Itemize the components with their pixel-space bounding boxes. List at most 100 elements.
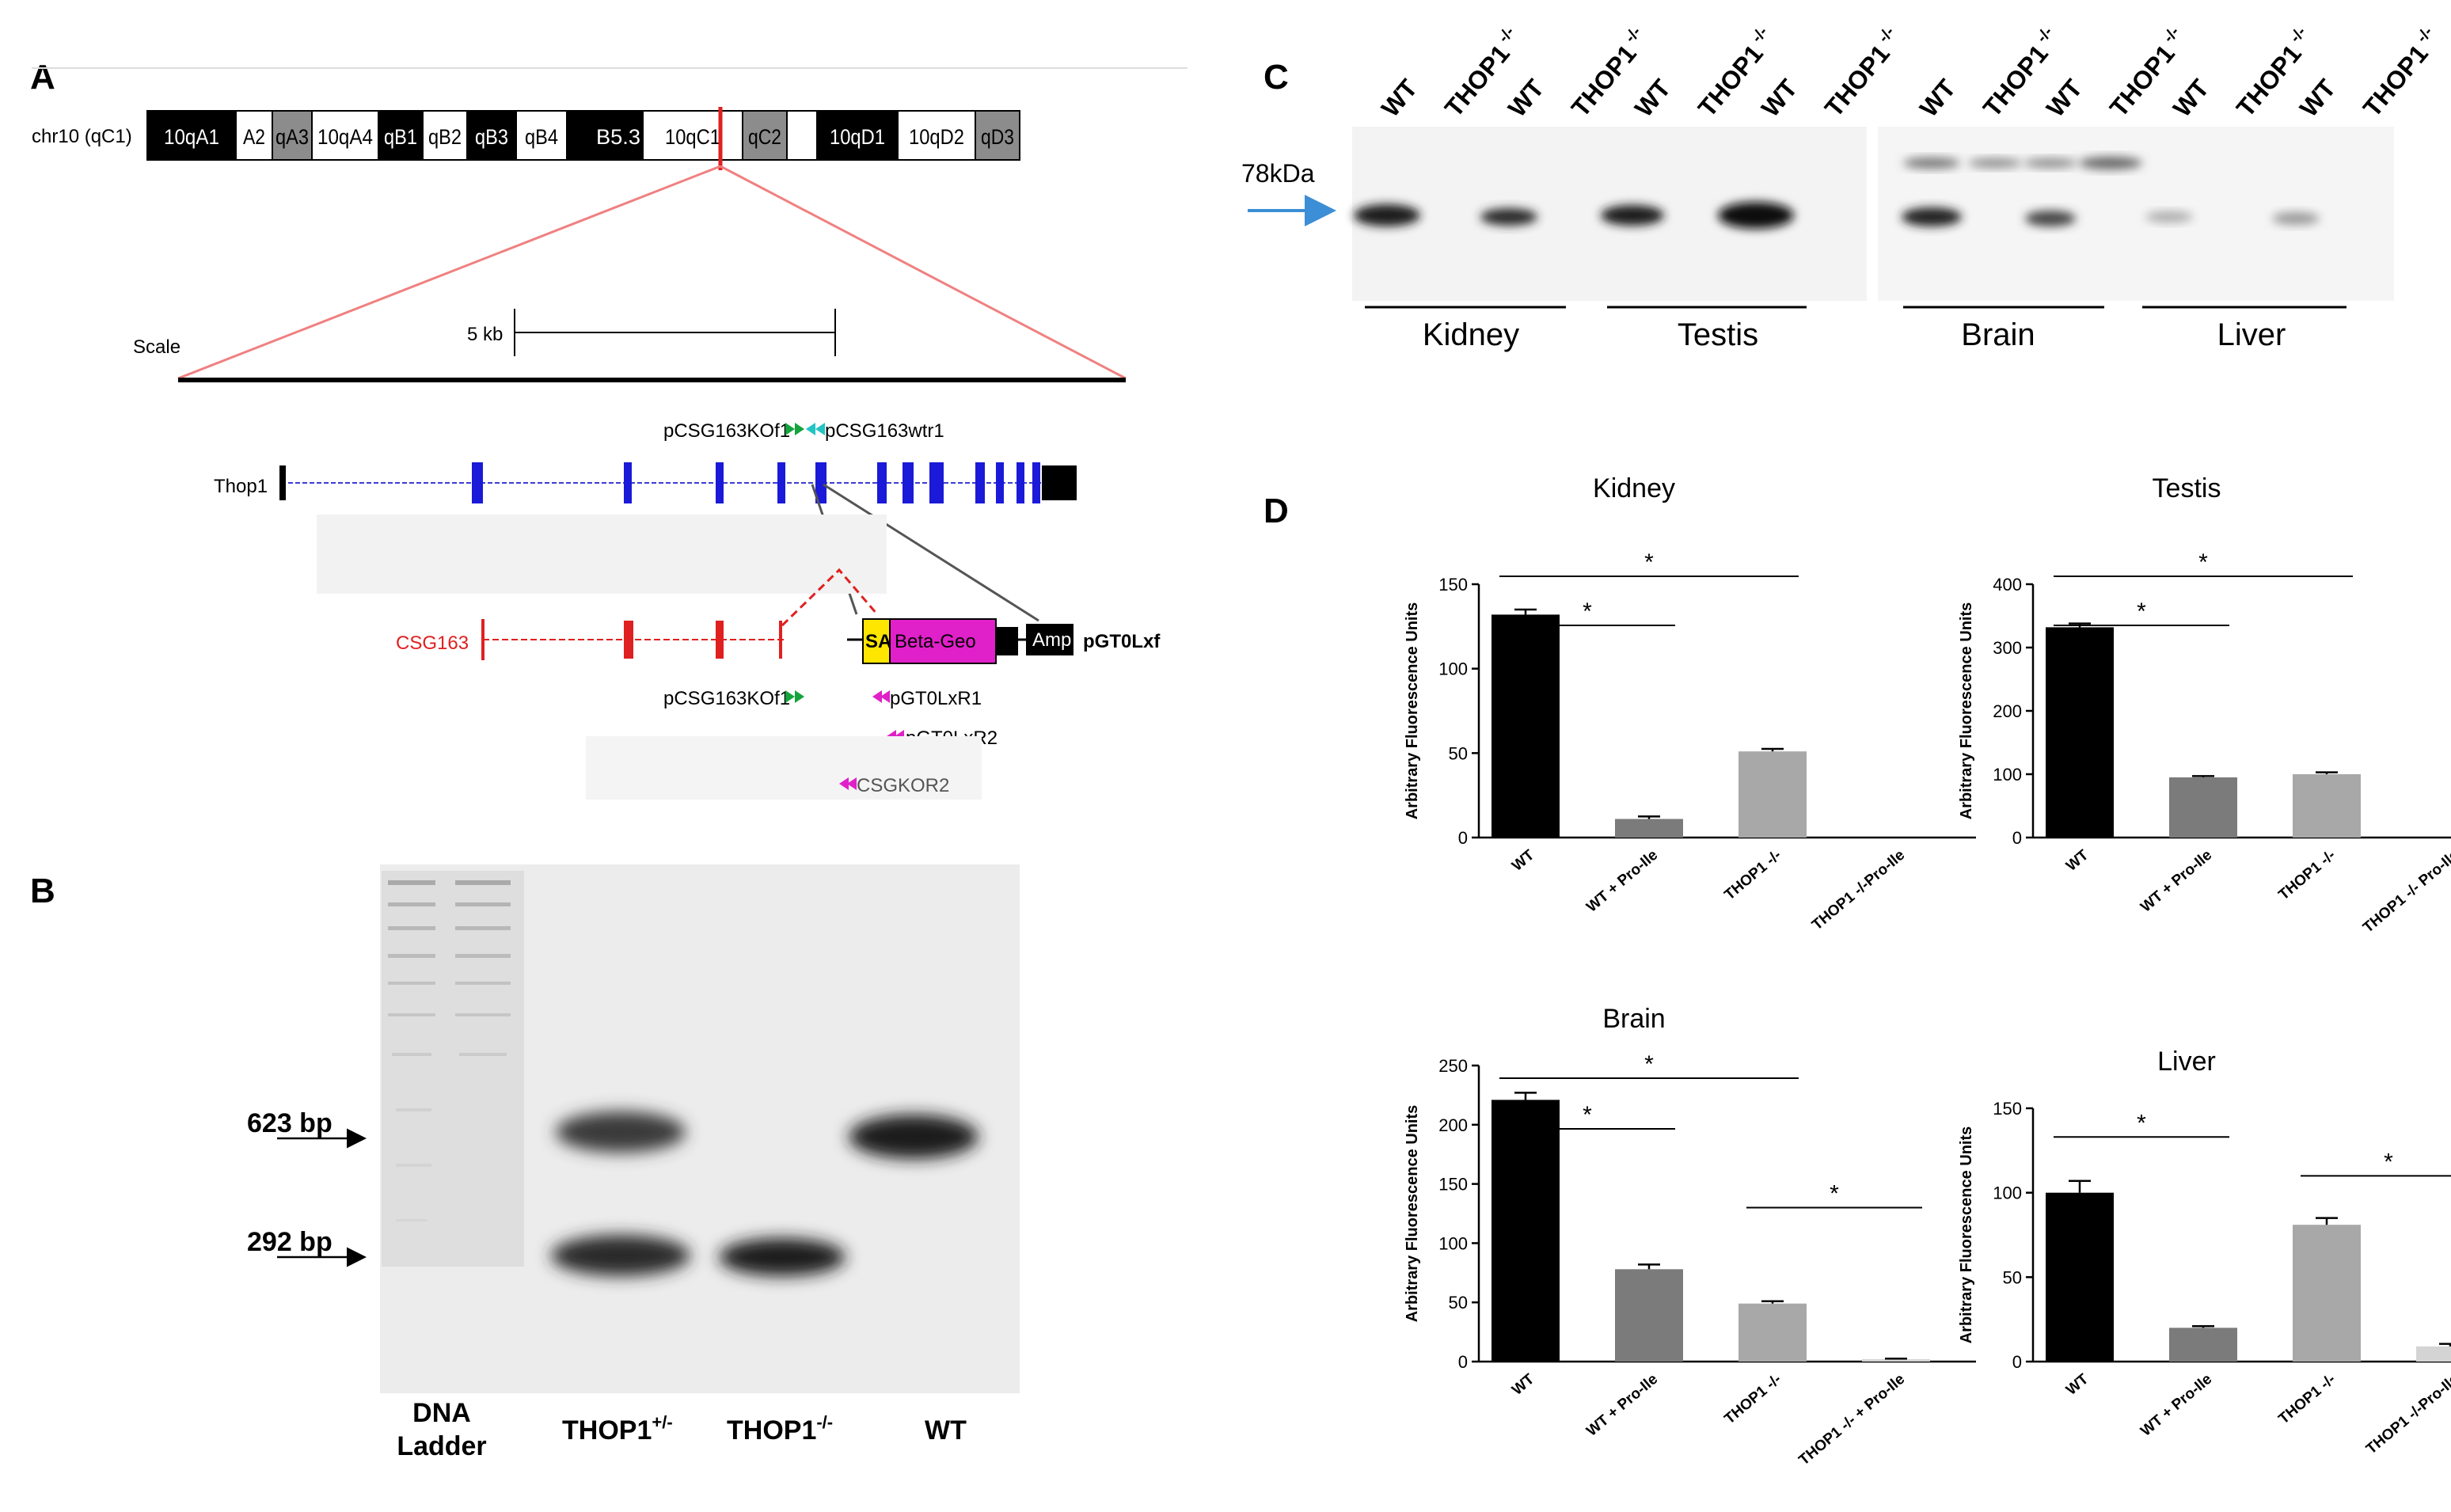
tissue-label-testis: Testis [1678,317,1758,352]
chart-title: Kidney [1593,473,1675,503]
category-label: THOP1 -/-Pro-Ile [2363,1371,2451,1458]
category-label: WT + Pro-Ile [1583,847,1661,916]
category-label: THOP1 -/- + Pro-Ile [1796,1371,1909,1469]
y-tick-label: 100 [1438,1233,1468,1253]
gene-wt-label: Thop1 [214,476,268,497]
chromosome-band-label: 10qD1 [830,125,885,149]
panel-d: D Kidney 0 50 100 150 Arbitrary Fluorescence … [1264,473,2451,1468]
chromosome-band-label: B5.3 [596,125,640,149]
bar [2293,1225,2361,1362]
significance-star: * [1644,1051,1654,1077]
scale-label: Scale [133,336,180,358]
primer-arrow-kor2 [839,777,857,790]
category-label: THOP1 -/-Pro-Ile [1809,847,1908,934]
cassette-sa-label: SA [865,631,891,652]
chromosome-band [897,110,976,161]
bar [2169,777,2237,838]
panel-b: B 623 bp 292 bp [30,864,1020,1461]
y-tick-label: 0 [2012,828,2022,848]
chart-title: Testis [2153,473,2221,503]
lane-label-base: WT [1629,74,1677,123]
lane-label-wt: WT [2041,74,2088,123]
band-het-623 [556,1111,686,1153]
zoom-line-right [720,165,1127,380]
insertion-line-right [823,483,1039,622]
category-label: THOP1 -/- [1721,1371,1784,1428]
y-tick-label: 100 [1993,1183,2022,1203]
panel-b-letter: B [30,872,55,910]
y-axis-label: Arbitrary Fluorescence Units [1958,1126,1975,1344]
lane-label-base: THOP1 [1819,40,1895,123]
y-tick-label: 250 [1438,1056,1468,1076]
band-wt-623 [849,1115,978,1159]
chromosome-band-label: qB2 [428,125,462,149]
tissue-label-brain: Brain [1961,317,2035,352]
primer-arrow-r1 [872,690,890,703]
cassette-sa [862,618,891,664]
lane-label-wt: WT [1629,74,1677,123]
chromosome-band-label: qB3 [475,125,508,149]
chromosome-ideogram: 10qA1 A2 qA3 10qA4 qB1 qB2 qB3 qB4 B5.3 10qC1 qC2 1… [146,110,1020,161]
lane-label-base: WT [2294,74,2342,123]
bar [2046,627,2114,838]
cassette-amp-label: Amp [1032,629,1071,651]
significance-star: * [2384,1149,2393,1175]
band-ko-292 [719,1238,846,1276]
panel-a: A chr10 (qC1) 10qA1 A2 qA3 10qA4 qB1 qB2 qB3 qB… [30,58,1188,800]
primer-label-kor2: CSGKOR2 [857,775,949,796]
chromosome-band [975,110,1020,161]
bar [1862,1359,1930,1362]
lane-ko-base: THOP1 [727,1415,816,1446]
lane-ko-label: THOP1-/- [727,1412,833,1446]
size-marker-label: 78kDa [1241,159,1315,188]
lane-label-base: WT [1376,74,1423,123]
bar [1738,751,1807,838]
chromosome-band [642,110,743,161]
faint-background-smear-2 [586,736,982,800]
bar-charts: Kidney 0 50 100 150 Arbitrary Fluorescence Un… [1404,473,2451,1468]
zoom-line-left [177,165,721,380]
lane-ladder-label-2: Ladder [397,1431,486,1461]
gene-ko-label: CSG163 [396,633,469,654]
lane-label-wt: WT [1756,74,1803,123]
significance-star: * [2137,598,2146,625]
chromosome-band [742,110,788,161]
lane-label-base: THOP1 [1693,40,1769,123]
bar [2416,1346,2451,1362]
panel-c-letter: C [1264,58,1289,97]
chromosome-band-label: qB4 [525,125,558,149]
bar [2169,1328,2237,1362]
lane-het-sup: +/- [652,1412,672,1432]
marker-292-label: 292 bp [247,1227,332,1257]
chromosome-band-label: qD3 [981,125,1014,149]
lane-label-wt: WT [1503,74,1550,123]
bar [1492,614,1560,838]
lane-label-base: WT [2168,74,2215,123]
chromosome-band-label: qA3 [276,125,309,149]
lane-label-wt: WT [2294,74,2342,123]
y-tick-label: 0 [1458,828,1468,848]
lane-label-base: WT [1756,74,1803,123]
category-label: WT + Pro-Ile [2138,1371,2215,1440]
y-tick-label: 400 [1993,575,2022,595]
thop1-exons [279,462,1077,503]
category-label: WT + Pro-Ile [1583,1371,1661,1440]
y-axis-label: Arbitrary Fluorescence Units [1404,1105,1421,1323]
lane-label-base: THOP1 [1978,40,2054,123]
panel-c: C WT THOP1 -/-WT THOP1 -/-WT THOP1 -/-WT THO… [1241,24,2436,352]
category-label: THOP1 -/- [1721,847,1784,904]
lane-het-base: THOP1 [562,1415,652,1446]
chromosome-band-label: 10qC1 [665,125,720,149]
y-tick-label: 50 [1449,1293,1468,1313]
cassette-amp [1026,624,1074,655]
vector-label: pGT0Lxf [1083,631,1161,652]
lane-wt-label: WT [925,1415,967,1446]
category-label: WT [1509,846,1537,874]
lane-het-label: THOP1+/- [562,1412,673,1446]
category-label: WT [2063,846,2092,874]
lane-label-base: WT [2041,74,2088,123]
y-tick-label: 150 [1438,1175,1468,1195]
y-axis-label: Arbitrary Fluorescence Units [1404,602,1421,820]
category-label: THOP1 -/- [2275,847,2339,904]
